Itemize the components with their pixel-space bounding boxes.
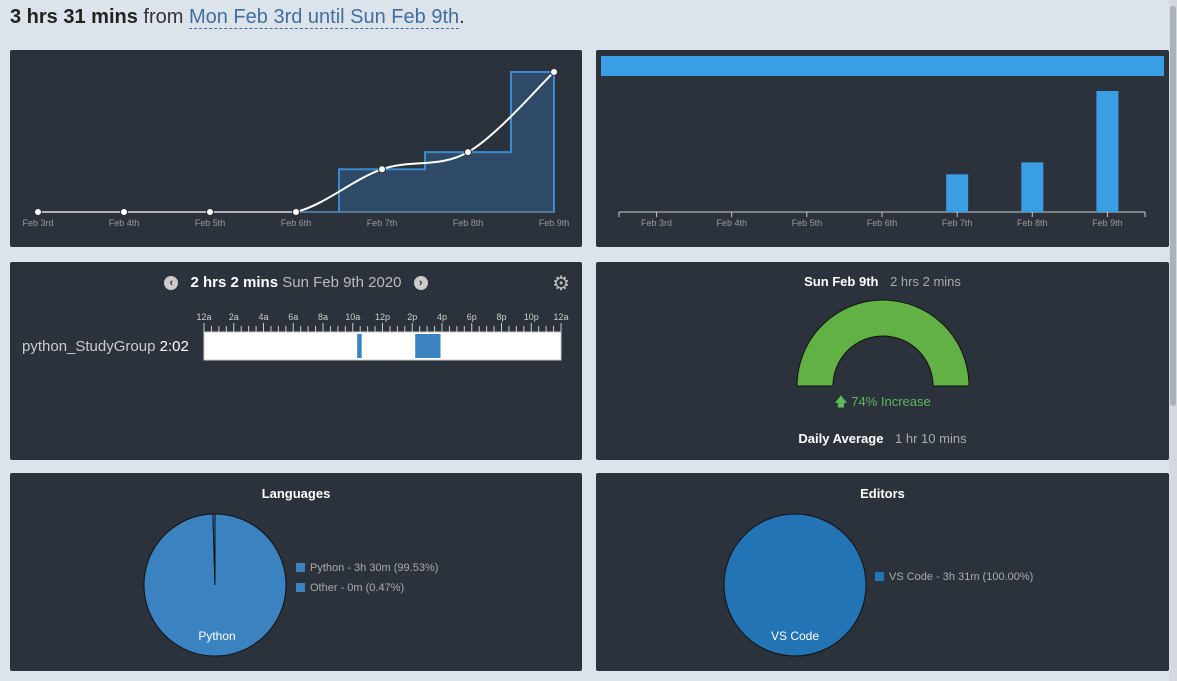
- hour-label: 2a: [229, 312, 239, 322]
- daily-bar-chart: Feb 3rd Feb 4th Feb 5th Feb 6th Feb 7th Feb 8…: [601, 56, 1164, 228]
- activity-block: [415, 334, 441, 358]
- page-scrollbar[interactable]: [1169, 0, 1177, 681]
- cumulative-step-area: [38, 71, 555, 213]
- data-point: [34, 208, 42, 216]
- legend-item-other[interactable]: Other - 0m (0.47%): [296, 582, 438, 594]
- gauge-day: Sun Feb 9th: [804, 274, 879, 289]
- editors-legend: VS Code - 3h 31m (100.00%): [875, 571, 1033, 591]
- total-time: 3 hrs 31 mins: [10, 6, 138, 28]
- hour-label: 4p: [437, 312, 447, 322]
- x-tick-label: Feb 8th: [1017, 218, 1048, 228]
- data-point: [206, 208, 214, 216]
- bar: [1021, 162, 1044, 212]
- gear-icon[interactable]: ⚙: [552, 273, 570, 295]
- data-point: [464, 148, 472, 157]
- timeline-chart: 12a 2a 4a 6a 8a 10a 12p 2p 4p 6p 8p 10p 12a: [196, 312, 569, 361]
- project-row: python_StudyGroup 2:02: [22, 338, 189, 355]
- x-tick-label: Feb 4th: [109, 218, 140, 228]
- gauge-day-time: 2 hrs 2 mins: [890, 274, 961, 289]
- day-timeline-panel: ‹ 2 hrs 2 mins Sun Feb 9th 2020 › ⚙ 12a 2…: [10, 262, 582, 460]
- day-duration: 2 hrs 2 mins: [190, 274, 279, 291]
- legend-swatch: [875, 572, 884, 581]
- activity-chart-panel: Feb 3rd Feb 4th Feb 5th Feb 6th Feb 7th Feb 8…: [10, 50, 582, 247]
- daily-average-label: Daily Average: [798, 431, 884, 446]
- day-navigator: ‹ 2 hrs 2 mins Sun Feb 9th 2020 ›: [10, 274, 582, 291]
- next-day-button[interactable]: ›: [413, 276, 428, 291]
- pie-label-vs-code: VS Code: [771, 629, 819, 643]
- hour-label: 12p: [375, 312, 390, 322]
- x-tick-label: Feb 5th: [195, 218, 226, 228]
- increase-text: 74% Increase: [851, 394, 931, 409]
- x-tick-label: Feb 6th: [281, 218, 312, 228]
- hour-label: 6p: [467, 312, 477, 322]
- arrow-up-icon: 🡅: [834, 394, 848, 409]
- legend-label: VS Code - 3h 31m (100.00%): [889, 571, 1034, 583]
- x-tick-label: Feb 7th: [367, 218, 398, 228]
- hour-label: 4a: [258, 312, 268, 322]
- hour-label: 10p: [524, 312, 539, 322]
- x-tick-label: Feb 3rd: [22, 218, 53, 228]
- hour-label: 6a: [288, 312, 298, 322]
- languages-title: Languages: [261, 486, 331, 501]
- bar: [1096, 91, 1119, 212]
- pie-label-python: Python: [198, 629, 235, 643]
- x-tick-label: Feb 6th: [867, 218, 898, 228]
- date-range-link[interactable]: Mon Feb 3rd until Sun Feb 9th: [188, 6, 460, 29]
- x-tick-label: Feb 9th: [539, 218, 570, 228]
- data-point: [292, 208, 300, 216]
- x-tick-label: Feb 5th: [792, 218, 823, 228]
- languages-pie: Python: [143, 513, 287, 657]
- gauge-title: Sun Feb 9th 2 hrs 2 mins: [596, 274, 1169, 289]
- project-time: 2:02: [159, 338, 189, 355]
- legend-swatch: [296, 583, 305, 592]
- languages-legend: Python - 3h 30m (99.53%) Other - 0m (0.4…: [296, 562, 438, 602]
- pie-slice-vs-code[interactable]: [723, 513, 867, 657]
- timeline-track: [203, 331, 562, 361]
- summary-heading: 3 hrs 31 mins from Mon Feb 3rd until Sun…: [10, 6, 465, 29]
- x-tick-label: Feb 7th: [942, 218, 973, 228]
- gauge-panel: Sun Feb 9th 2 hrs 2 mins 🡅 74% Increase …: [596, 262, 1169, 460]
- editors-pie: VS Code: [723, 513, 867, 657]
- legend-label: Python - 3h 30m (99.53%): [310, 562, 439, 574]
- languages-panel: Languages Python Python - 3h 30m (99.53%…: [10, 473, 582, 671]
- hour-label: 12a: [553, 312, 568, 322]
- pie-slice-other[interactable]: [212, 513, 216, 586]
- hour-label: 12a: [196, 312, 211, 322]
- daily-average-value: 1 hr 10 mins: [895, 431, 967, 446]
- day-date: Sun Feb 9th 2020: [282, 274, 402, 291]
- data-point: [550, 68, 558, 76]
- x-tick-label: Feb 3rd: [641, 218, 672, 228]
- gauge-chart: [796, 299, 970, 387]
- daily-average: Daily Average 1 hr 10 mins: [596, 431, 1169, 446]
- legend-label: Other - 0m (0.47%): [310, 582, 405, 594]
- from-word: from: [143, 6, 184, 28]
- increase-indicator: 🡅 74% Increase: [596, 393, 1169, 415]
- x-tick-label: Feb 9th: [1092, 218, 1123, 228]
- legend-item-python[interactable]: Python - 3h 30m (99.53%): [296, 562, 438, 574]
- legend-item-vs-code[interactable]: VS Code - 3h 31m (100.00%): [875, 571, 1033, 583]
- top-highlight-bar: [601, 56, 1164, 76]
- hour-label: 10a: [345, 312, 360, 322]
- x-tick-label: Feb 4th: [716, 218, 747, 228]
- x-tick-label: Feb 8th: [453, 218, 484, 228]
- hour-label: 2p: [407, 312, 417, 322]
- editors-title: Editors: [860, 486, 905, 501]
- legend-swatch: [296, 563, 305, 572]
- daily-bar-chart-panel: Feb 3rd Feb 4th Feb 5th Feb 6th Feb 7th Feb 8…: [596, 50, 1169, 247]
- data-point: [120, 208, 128, 216]
- hour-label: 8p: [496, 312, 506, 322]
- data-point: [378, 165, 386, 174]
- editors-panel: Editors VS Code VS Code - 3h 31m (100.00…: [596, 473, 1169, 671]
- project-name[interactable]: python_StudyGroup: [22, 338, 156, 355]
- hour-label: 8a: [318, 312, 328, 322]
- activity-block: [357, 334, 362, 358]
- activity-chart: Feb 3rd Feb 4th Feb 5th Feb 6th Feb 7th Feb 8…: [22, 68, 570, 228]
- gauge-arc: [796, 299, 970, 387]
- bar: [946, 174, 969, 212]
- scrollbar-thumb[interactable]: [1170, 6, 1176, 406]
- heading-period: .: [459, 6, 465, 28]
- prev-day-button[interactable]: ‹: [164, 276, 179, 291]
